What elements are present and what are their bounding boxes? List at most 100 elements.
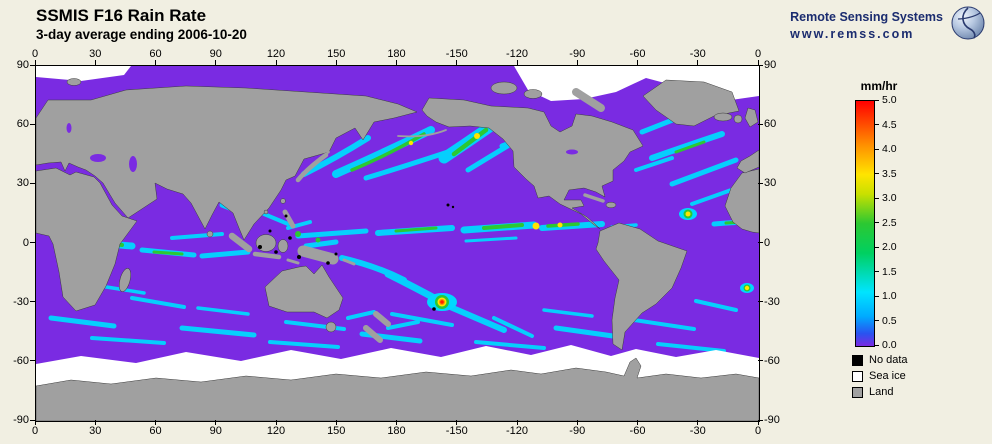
- colorbar-tick: [875, 295, 879, 297]
- lon-tick-top: [576, 60, 578, 65]
- lon-axis-label-bottom: -30: [689, 425, 706, 437]
- lon-axis-label-top: 60: [149, 48, 162, 60]
- legend-item-label: Land: [869, 386, 894, 398]
- lat-tick-left: [30, 242, 35, 243]
- lat-tick-right: [758, 301, 763, 303]
- lat-axis-label-right: -90: [764, 414, 780, 426]
- colorbar-tick-label: 2.0: [882, 241, 897, 253]
- lon-tick-top: [155, 60, 156, 65]
- lon-axis-label-bottom: 150: [327, 425, 346, 437]
- page-subtitle: 3-day average ending 2006-10-20: [36, 27, 247, 42]
- lon-axis-label-bottom: 0: [31, 425, 39, 437]
- lon-tick-top: [396, 60, 397, 65]
- lon-axis-label-bottom: 60: [149, 425, 162, 437]
- lon-tick-bottom: [576, 420, 578, 425]
- lon-axis-label-bottom: 30: [89, 425, 102, 437]
- lat-tick-left: [30, 360, 35, 362]
- lon-tick-top: [335, 60, 337, 65]
- colorbar-tick: [875, 344, 879, 346]
- lon-tick-bottom: [335, 420, 337, 425]
- colorbar-tick-label: 3.5: [882, 167, 897, 180]
- lon-tick-bottom: [697, 420, 699, 425]
- lon-axis-label-top: -90: [569, 48, 586, 60]
- lat-axis-label-left: -60: [13, 354, 29, 367]
- lat-axis-label-right: 90: [764, 59, 777, 71]
- lon-axis-label-top: 0: [31, 48, 39, 60]
- org-url: www.remss.com: [790, 27, 915, 41]
- colorbar-tick: [875, 173, 879, 174]
- lon-axis-label-top: -120: [505, 48, 529, 60]
- lon-axis-label-top: 120: [266, 48, 286, 60]
- branding-block: Remote Sensing Systems www.remss.com: [790, 5, 986, 46]
- lat-axis-label-right: -60: [764, 354, 780, 367]
- lon-tick-bottom: [396, 420, 397, 425]
- lat-axis-label-left: 0: [22, 236, 29, 249]
- lon-tick-top: [516, 60, 518, 65]
- lat-axis-label-left: 90: [16, 59, 29, 71]
- lon-axis-label-top: -150: [445, 48, 468, 60]
- lon-tick-top: [215, 60, 217, 65]
- lat-tick-left: [30, 182, 35, 184]
- lat-axis-label-left: -30: [13, 295, 29, 308]
- lon-axis-label-top: -60: [629, 48, 646, 60]
- lon-tick-top: [456, 60, 458, 65]
- lon-axis-label-bottom: 120: [266, 425, 286, 437]
- colorbar-tick: [875, 99, 879, 101]
- lat-tick-left: [30, 419, 35, 421]
- lon-axis-label-top: -30: [689, 48, 706, 60]
- org-name: Remote Sensing Systems: [790, 10, 943, 24]
- lon-axis-label-bottom: 90: [209, 425, 222, 437]
- lon-tick-top: [697, 60, 699, 65]
- colorbar-tick: [875, 320, 879, 321]
- lon-axis-label-bottom: -90: [569, 425, 586, 437]
- colorbar-tick-label: 0.0: [882, 339, 897, 351]
- world-map-svg: [36, 66, 759, 421]
- map-legend: No data Sea ice Land: [852, 354, 908, 398]
- lat-axis-label-left: 30: [16, 177, 29, 190]
- colorbar-tick-label: 0.5: [882, 314, 897, 327]
- lon-axis-label-top: 30: [89, 48, 102, 60]
- lat-axis-label-right: -30: [764, 295, 780, 308]
- lon-tick-bottom: [275, 420, 277, 425]
- lat-tick-right: [758, 419, 763, 421]
- colorbar-tick: [875, 197, 879, 199]
- lon-tick-bottom: [516, 420, 518, 425]
- lon-tick-bottom: [94, 420, 96, 425]
- colorbar-tick-label: 4.5: [882, 118, 897, 131]
- lon-axis-label-bottom: 0: [754, 425, 762, 437]
- lat-tick-right: [758, 242, 763, 243]
- rain-intense-cells-layer: [76, 133, 751, 309]
- colorbar-tick: [875, 148, 879, 150]
- lon-axis-label-bottom: -120: [505, 425, 529, 437]
- lat-tick-right: [758, 123, 763, 125]
- colorbar: [855, 100, 875, 347]
- lon-tick-top: [757, 60, 759, 65]
- lat-axis-label-left: 60: [16, 118, 29, 131]
- lat-axis-label-right: 0: [764, 236, 771, 249]
- lon-axis-label-top: 90: [209, 48, 222, 60]
- colorbar-tick-label: 5.0: [882, 94, 897, 106]
- lat-tick-left: [30, 64, 35, 66]
- colorbar-tick-label: 3.0: [882, 192, 897, 204]
- legend-item-label: Sea ice: [869, 370, 906, 382]
- colorbar-tick: [875, 246, 879, 248]
- no-data-layer: [258, 203, 455, 311]
- colorbar-tick-label: 1.5: [882, 265, 897, 278]
- lat-axis-label-right: 60: [764, 118, 777, 131]
- colorbar-tick: [875, 271, 879, 272]
- lon-tick-top: [637, 60, 638, 65]
- lon-tick-bottom: [456, 420, 458, 425]
- land-layer: [36, 78, 759, 421]
- colorbar-tick-label: 2.5: [882, 216, 897, 229]
- colorbar-tick-label: 1.0: [882, 290, 897, 302]
- lat-tick-left: [30, 301, 35, 303]
- legend-item: No data: [852, 354, 908, 366]
- remss-globe-logo-icon: [950, 5, 986, 46]
- legend-swatch: [852, 386, 863, 398]
- lon-tick-bottom: [757, 420, 759, 425]
- lon-axis-label-top: 150: [327, 48, 346, 60]
- legend-item-label: No data: [869, 354, 908, 366]
- colorbar-tick-label: 4.0: [882, 143, 897, 155]
- lon-tick-bottom: [637, 420, 638, 425]
